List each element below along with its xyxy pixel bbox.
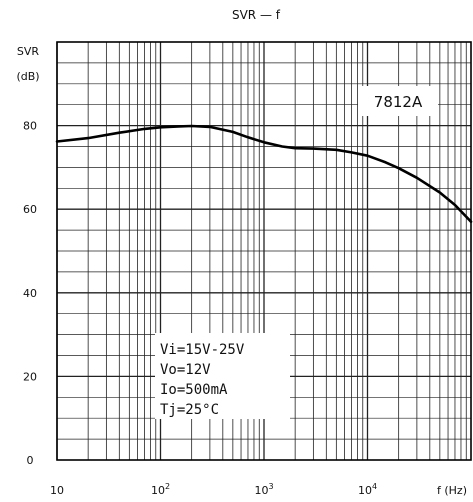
series-line-7812a: [55, 124, 473, 223]
y-tick-label: 0: [27, 454, 34, 467]
series-label: 7812A: [374, 93, 423, 111]
condition-line-3: Io=500mA: [160, 382, 228, 398]
x-tick-label: 103: [254, 482, 273, 497]
y-tick-label: 40: [23, 287, 37, 300]
x-tick-label: 10: [50, 484, 64, 497]
condition-line-2: Vo=12V: [160, 362, 211, 378]
condition-line-4: Tj=25°C: [160, 402, 219, 418]
conditions-box: [155, 333, 290, 419]
x-tick-labels: 10 102 103 104: [50, 482, 377, 497]
x-axis-label: f (Hz): [437, 484, 467, 497]
y-tick-label: 20: [23, 370, 37, 383]
x-tick-label: 102: [151, 482, 170, 497]
series-label-box: [358, 86, 438, 116]
x-tick-label: 104: [358, 482, 377, 497]
y-tick-labels: 0 20 40 60 80: [23, 120, 37, 467]
y-tick-label: 60: [23, 203, 37, 216]
y-axis-unit: (dB): [16, 70, 39, 83]
y-axis-label: SVR: [17, 45, 40, 58]
plot-frame: [56, 41, 472, 461]
y-tick-label: 80: [23, 120, 37, 133]
condition-line-1: Vi=15V-25V: [160, 342, 245, 358]
chart-title: SVR — f: [232, 8, 281, 22]
series-layer: [55, 124, 473, 223]
